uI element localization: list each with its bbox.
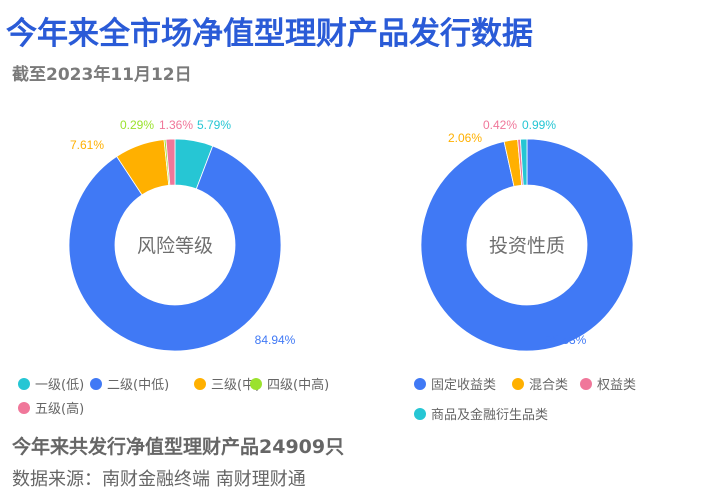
donut-slice[interactable] xyxy=(519,138,528,186)
slice-label: 7.61% xyxy=(70,138,104,152)
investment-type-legend: 固定收益类 混合类 权益类商品及金融衍生品类 xyxy=(414,374,694,424)
legend-dot-icon xyxy=(194,377,206,390)
slice-label: 0.29% xyxy=(120,118,154,132)
legend-item[interactable]: 四级(中高) xyxy=(250,374,329,393)
legend-item[interactable]: 权益类 xyxy=(580,374,636,393)
donut-slice[interactable] xyxy=(165,138,176,186)
slice-label: 2.06% xyxy=(448,131,482,145)
donut-slice[interactable] xyxy=(68,145,282,352)
date-subtitle: 截至2023年11月12日 xyxy=(12,65,192,85)
legend-item[interactable]: 混合类 xyxy=(512,374,568,393)
slice-label: 0.42% xyxy=(483,118,517,132)
legend-dot-icon xyxy=(414,377,426,390)
legend-label: 四级(中高) xyxy=(267,378,330,393)
legend-item[interactable]: 三级(中) xyxy=(194,374,260,393)
legend-label: 固定收益类 xyxy=(431,378,497,393)
legend-dot-icon xyxy=(512,377,524,390)
legend-dot-icon xyxy=(580,377,592,390)
legend-label: 混合类 xyxy=(529,378,569,393)
risk-level-donut: 5.79% 84.94% 7.61% 0.29% 1.36% 风险等级 xyxy=(68,118,296,352)
legend-item[interactable]: 固定收益类 xyxy=(414,374,496,393)
legend-item[interactable]: 二级(中低) xyxy=(90,374,169,393)
page-title: 今年来全市场净值型理财产品发行数据 xyxy=(6,16,533,52)
legend-label: 权益类 xyxy=(597,378,637,393)
legend-label: 五级(高) xyxy=(35,402,85,417)
legend-label: 一级(低) xyxy=(35,378,85,393)
slice-label: 5.79% xyxy=(197,118,231,132)
legend-label: 商品及金融衍生品类 xyxy=(431,408,549,423)
legend-label: 三级(中) xyxy=(211,378,261,393)
legend-dot-icon xyxy=(250,377,262,390)
donut-center-title: 投资性质 xyxy=(489,235,565,257)
slice-label: 1.36% xyxy=(159,118,193,132)
donut-slice[interactable] xyxy=(420,138,634,352)
slice-label: 0.99% xyxy=(522,118,556,132)
source-text: 数据来源：南财金融终端 南财理财通 xyxy=(12,469,306,490)
legend-item[interactable]: 商品及金融衍生品类 xyxy=(414,404,548,423)
legend-dot-icon xyxy=(90,377,102,390)
slice-label: 96.53% xyxy=(546,333,587,347)
legend-dot-icon xyxy=(18,377,30,390)
investment-type-donut: 96.53% 2.06%0.42% 0.99% 投资性质 xyxy=(420,118,634,352)
donut-charts: 5.79% 84.94% 7.61% 0.29% 1.36% 风险等级 96.53% 2.0… xyxy=(68,118,634,352)
legend-dot-icon xyxy=(414,407,426,420)
legend-item[interactable]: 五级(高) xyxy=(18,398,84,417)
summary-text: 今年来共发行净值型理财产品24909只 xyxy=(12,436,345,458)
risk-level-legend: 一级(低) 二级(中低) 三级(中) 四级(中高) 五级(高) xyxy=(18,374,378,424)
legend-dot-icon xyxy=(18,401,30,414)
donut-center-title: 风险等级 xyxy=(137,235,213,257)
legend-item[interactable]: 一级(低) xyxy=(18,374,84,393)
slice-label: 84.94% xyxy=(255,333,296,347)
legend-label: 二级(中低) xyxy=(107,378,170,393)
